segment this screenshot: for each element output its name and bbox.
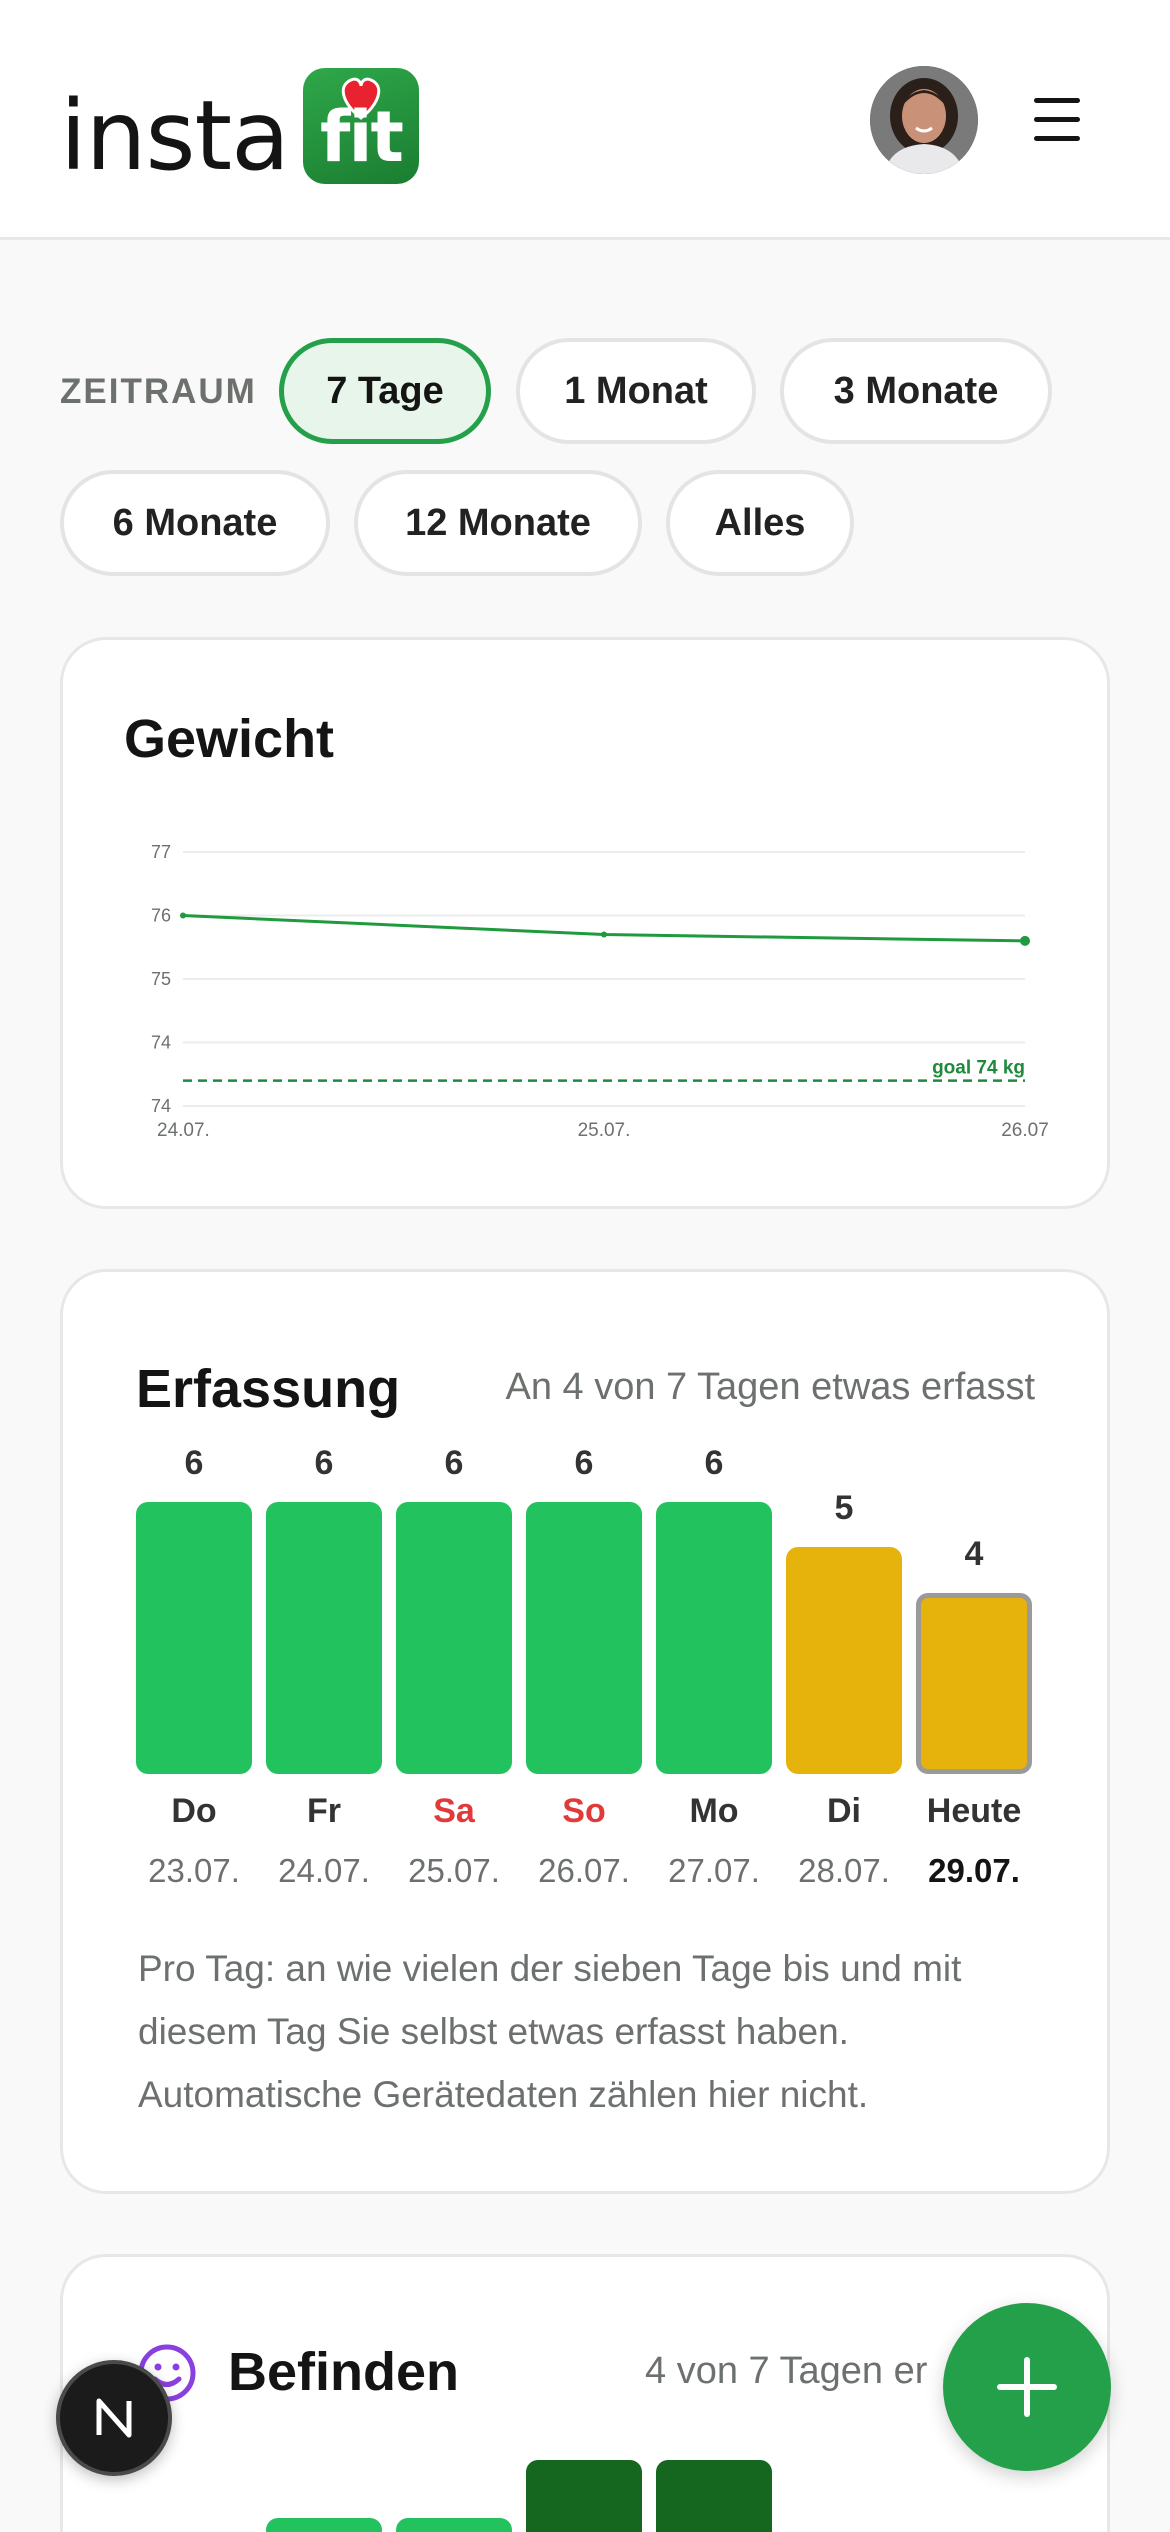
tracking-bar [916,1593,1032,1774]
tracking-day-label: So [562,1792,606,1830]
period-label: ZEITRAUM [60,372,257,411]
logo-badge: fit [303,68,419,184]
tracking-bar-value: 6 [314,1444,334,1482]
tracking-card-subtitle: An 4 von 7 Tagen etwas erfasst [505,1366,1035,1408]
tracking-bar [396,1502,512,1774]
x-tick-label: 26.07 [1001,1120,1049,1141]
n-logo-icon [96,2398,132,2438]
weight-line-chart: 77 76 75 74 74 goal 74 kg 24.07. 25.07. 26.07 [151,842,1049,1141]
y-tick-label: 77 [151,842,171,862]
period-option-7-tage[interactable]: 7 Tage [279,338,491,444]
x-tick-label: 24.07. [157,1120,210,1141]
weight-data-point [601,931,607,938]
weight-card: Gewicht 77 76 75 74 74 goal 74 kg 24.07. 25.07.… [60,637,1110,1209]
mood-bar [656,2460,772,2532]
tracking-bar-value: 4 [964,1535,984,1573]
tracking-day-label: Mo [689,1792,739,1830]
weight-card-title: Gewicht [124,709,335,769]
tracking-date-label: 26.07. [538,1852,630,1889]
heart-icon [341,77,381,120]
tracking-date-label: 23.07. [148,1852,240,1889]
tracking-bar [656,1502,772,1774]
logo-wordmark: insta [60,80,290,192]
y-tick-label: 74 [151,1096,171,1116]
tracking-bar-value: 6 [704,1444,724,1482]
add-entry-button[interactable] [943,2303,1111,2471]
avatar-portrait [870,66,978,174]
tracking-bar-value: 6 [184,1444,204,1482]
tracking-note: Pro Tag: an wie vielen der sieben Tage b… [138,1948,962,2115]
period-option-12-monate[interactable]: 12 Monate [354,470,642,576]
tracking-date-label: 25.07. [408,1852,500,1889]
tracking-date-label: 27.07. [668,1852,760,1889]
tracking-date-label: 28.07. [798,1852,890,1889]
tracking-date-label: 29.07. [928,1852,1020,1889]
mood-card: Befinden 4 von 7 Tagen er [60,2254,1110,2532]
mood-bar [266,2518,382,2532]
app-logo[interactable]: insta fit [60,68,419,184]
tracking-card-title: Erfassung [136,1359,401,1419]
user-avatar[interactable] [870,66,978,174]
mood-card-title: Befinden [228,2342,460,2402]
mood-bar [396,2518,512,2532]
period-option-alles[interactable]: Alles [666,470,854,576]
tracking-day-label: Di [827,1792,861,1830]
tracking-day-label: Heute [926,1792,1022,1830]
tracking-card: Erfassung An 4 von 7 Tagen etwas erfasst… [60,1269,1110,2194]
y-tick-label: 76 [151,906,171,926]
y-tick-label: 74 [151,1033,171,1053]
x-tick-label: 25.07. [578,1120,631,1141]
y-tick-label: 75 [151,969,171,989]
tracking-bar-value: 5 [834,1489,854,1527]
period-option-1-monat[interactable]: 1 Monat [516,338,756,444]
mood-card-subtitle: 4 von 7 Tagen er [645,2350,928,2392]
mood-bar [526,2460,642,2532]
hamburger-menu-icon[interactable] [1020,80,1092,160]
goal-label: goal 74 kg [932,1058,1025,1079]
dev-badge-button[interactable] [56,2360,172,2476]
tracking-date-label: 24.07. [278,1852,370,1889]
tracking-bar [266,1502,382,1774]
weight-data-point [180,912,186,919]
tracking-day-label: Do [171,1792,217,1830]
weight-data-point [1020,935,1030,946]
period-option-6-monate[interactable]: 6 Monate [60,470,330,576]
logo-badge-text: fit [320,96,404,178]
tracking-bar-value: 6 [444,1444,464,1482]
tracking-day-label: Sa [433,1792,475,1830]
period-option-3-monate[interactable]: 3 Monate [780,338,1052,444]
tracking-bar [136,1502,252,1774]
tracking-bar-value: 6 [574,1444,594,1482]
tracking-bar [526,1502,642,1774]
plus-icon-stem [1024,2357,1030,2417]
tracking-bar [786,1547,902,1774]
tracking-day-label: Fr [307,1792,341,1830]
app-header: insta fit [0,0,1170,240]
